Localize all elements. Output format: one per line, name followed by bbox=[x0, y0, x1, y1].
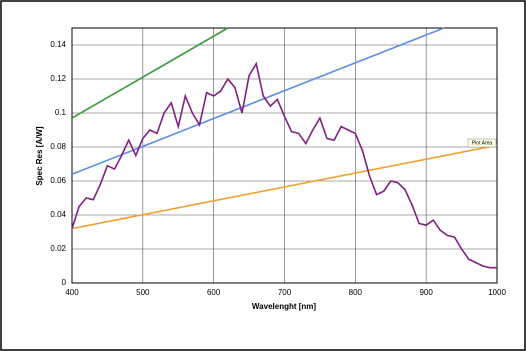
x-tick-label: 700 bbox=[278, 288, 292, 297]
x-tick-label: 900 bbox=[419, 288, 433, 297]
x-tick-label: 600 bbox=[207, 288, 221, 297]
plot-area bbox=[71, 27, 498, 284]
series-line bbox=[71, 27, 229, 119]
series-line bbox=[71, 61, 497, 269]
x-tick-label: 800 bbox=[349, 288, 363, 297]
x-axis-label: Wavelenght [nm] bbox=[252, 302, 316, 311]
y-tick-label: 0.04 bbox=[50, 210, 66, 219]
series-line bbox=[71, 144, 498, 230]
y-tick-label: 0.12 bbox=[50, 74, 66, 83]
y-tick-label: 0.02 bbox=[50, 244, 66, 253]
y-tick-label: 0.14 bbox=[50, 40, 66, 49]
annotation-box bbox=[467, 138, 497, 148]
y-tick-label: 0 bbox=[62, 278, 67, 287]
annotation: Plot Area bbox=[472, 140, 493, 146]
x-tick-label: 1000 bbox=[488, 288, 506, 297]
y-tick-label: 0.06 bbox=[50, 176, 66, 185]
y-tick-label: 0.1 bbox=[55, 108, 67, 117]
y-axis-label: Spec Res [A/W] bbox=[35, 126, 44, 185]
x-tick-label: 400 bbox=[65, 288, 79, 297]
y-tick-label: 0.08 bbox=[50, 142, 66, 151]
x-tick-label: 500 bbox=[136, 288, 150, 297]
